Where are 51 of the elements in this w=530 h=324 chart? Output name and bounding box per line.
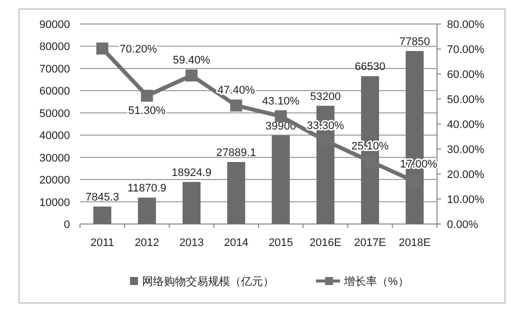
y-tick-label: 90000: [39, 19, 70, 31]
y2-tick-label: 70.00%: [447, 44, 485, 56]
x-tick-label: 2013: [179, 237, 204, 249]
data-label: 27889.1: [216, 147, 256, 160]
x-tick-label: 2014: [224, 237, 248, 249]
y-tick-label: 40000: [39, 130, 70, 142]
y2-tick-label: 30.00%: [447, 144, 485, 156]
data-label: 7845.3: [85, 192, 120, 204]
data-label: 66530: [354, 61, 386, 74]
y-tick-label: 70000: [39, 63, 70, 76]
y2-tick-label: 0.00%: [447, 219, 478, 231]
bar: [93, 206, 112, 224]
y-tick-label: 80000: [39, 41, 70, 54]
point: [186, 70, 198, 82]
y-tick-label: 50000: [39, 108, 70, 120]
bar: [272, 135, 290, 224]
y-tick-label: 10000: [39, 196, 70, 209]
y2-tick-label: 80.00%: [447, 19, 485, 31]
data-label: 18924.9: [172, 166, 212, 179]
y-tick-label: 30000: [39, 152, 70, 164]
y-tick-label: 60000: [39, 86, 70, 98]
x-tick-label: 2015: [268, 237, 294, 249]
point: [274, 110, 287, 122]
point: [140, 90, 153, 102]
y2-tick-label: 60.00%: [447, 69, 485, 81]
point: [96, 42, 108, 54]
y2-tick-label: 40.00%: [447, 119, 485, 131]
data-label: 43.10%: [262, 95, 300, 108]
data-label: 53200: [310, 90, 341, 103]
y2-tick-label: 50.00%: [447, 94, 485, 106]
y2-tick-label: 20.00%: [447, 169, 485, 181]
point: [230, 100, 242, 112]
legend-label: 网络购物交易规模（亿元）: [142, 275, 274, 288]
y2-tick-label: 10.00%: [447, 194, 485, 206]
data-label: 59.40%: [172, 54, 210, 66]
x-tick-label: 2016E: [310, 237, 342, 249]
legend-label: 增长率（%）: [343, 275, 409, 288]
y-tick-label: 0: [64, 219, 70, 231]
data-label: 11870.9: [127, 182, 166, 195]
data-label: 51.30%: [128, 104, 166, 117]
x-tick-label: 2017E: [354, 237, 386, 249]
bar: [138, 198, 156, 224]
x-tick-label: 2018E: [398, 237, 431, 249]
y-tick-label: 20000: [39, 174, 70, 187]
bar: [227, 162, 246, 224]
data-label: 47.40%: [218, 84, 256, 96]
x-tick-label: 2012: [134, 237, 160, 249]
x-tick-label: 2011: [90, 237, 114, 249]
data-label: 77850: [399, 36, 430, 48]
bar: [182, 182, 201, 224]
data-label: 70.20%: [120, 44, 158, 56]
